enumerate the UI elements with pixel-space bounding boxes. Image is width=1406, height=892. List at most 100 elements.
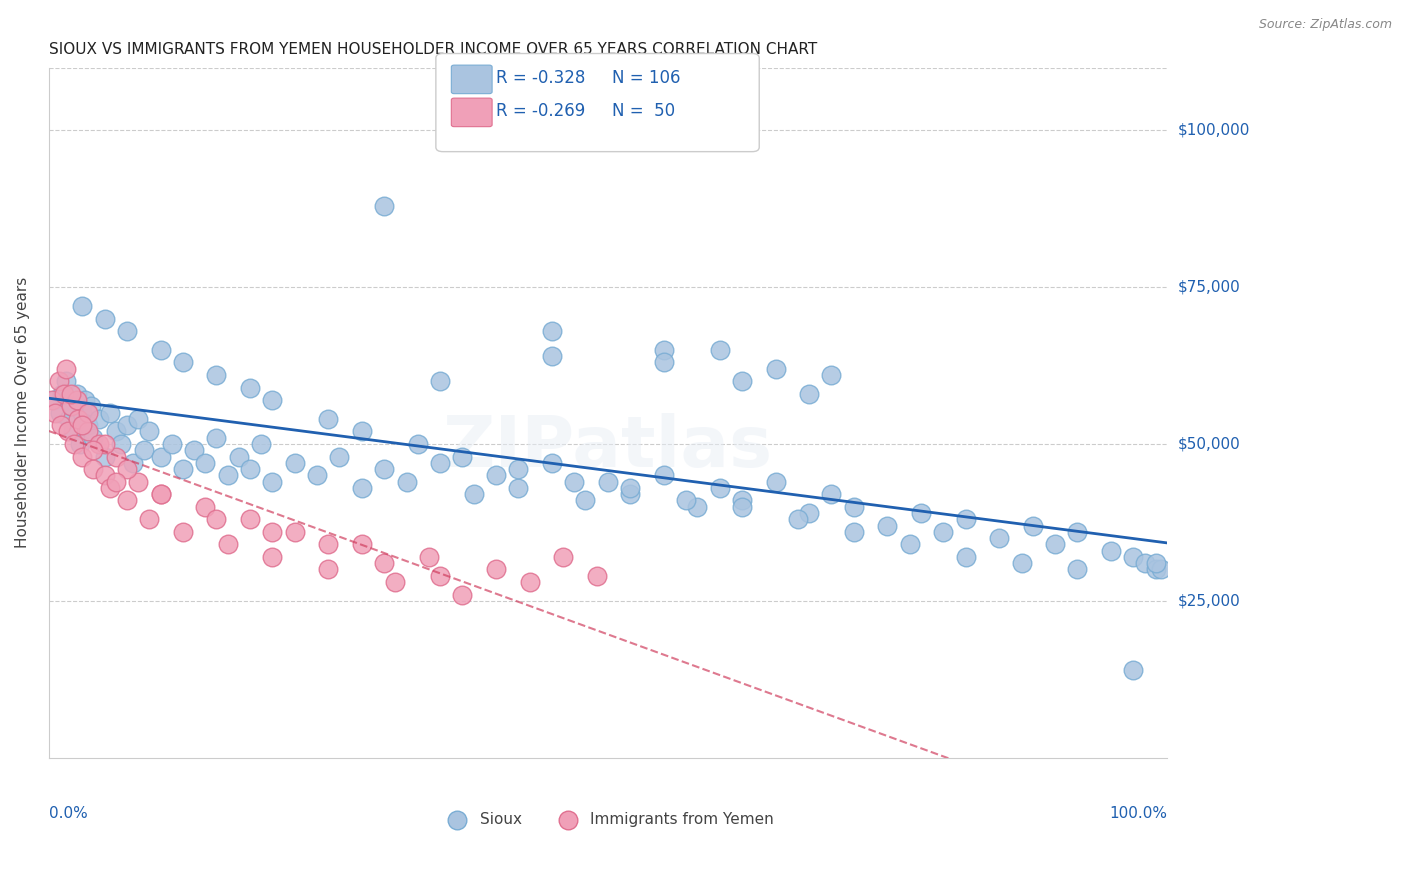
Point <box>1150 562 1173 576</box>
Point <box>149 487 172 501</box>
Text: 0.0%: 0.0% <box>49 805 87 821</box>
Point <box>262 524 284 539</box>
Point <box>69 437 91 451</box>
Point <box>797 506 820 520</box>
Point <box>709 343 731 357</box>
Point <box>77 425 100 439</box>
Point <box>451 450 474 464</box>
Point <box>955 512 977 526</box>
Text: $75,000: $75,000 <box>1178 280 1240 294</box>
Point <box>66 393 89 408</box>
Point <box>48 374 70 388</box>
Point <box>585 568 607 582</box>
Point <box>373 556 395 570</box>
Point <box>820 487 842 501</box>
Point <box>1144 562 1167 576</box>
Point <box>115 418 138 433</box>
Point <box>619 487 641 501</box>
Point <box>898 537 921 551</box>
Point <box>77 418 100 433</box>
Point <box>675 493 697 508</box>
Point <box>731 500 754 514</box>
Point <box>1122 549 1144 564</box>
Point <box>115 493 138 508</box>
Point <box>709 481 731 495</box>
Point <box>239 380 262 394</box>
Text: R = -0.328: R = -0.328 <box>496 69 586 87</box>
Point <box>350 537 373 551</box>
Point <box>541 324 564 338</box>
Point <box>58 412 80 426</box>
Point <box>44 406 66 420</box>
Point <box>53 386 76 401</box>
Point <box>66 412 89 426</box>
Point <box>121 456 143 470</box>
Text: $100,000: $100,000 <box>1178 123 1250 138</box>
Point <box>93 437 115 451</box>
Point <box>562 475 585 489</box>
Point <box>910 506 932 520</box>
Point <box>49 418 72 433</box>
Point <box>1066 524 1088 539</box>
Point <box>66 386 89 401</box>
Point <box>485 468 508 483</box>
Point <box>328 450 350 464</box>
Point <box>842 500 865 514</box>
Point <box>485 562 508 576</box>
Legend: Sioux, Immigrants from Yemen: Sioux, Immigrants from Yemen <box>436 805 780 833</box>
Point <box>149 343 172 357</box>
Point <box>429 568 451 582</box>
Point <box>82 443 104 458</box>
Point <box>508 481 530 495</box>
Point <box>239 462 262 476</box>
Point <box>541 349 564 363</box>
Point <box>384 574 406 589</box>
Point <box>80 400 103 414</box>
Point <box>350 425 373 439</box>
Text: $25,000: $25,000 <box>1178 593 1240 608</box>
Point <box>262 475 284 489</box>
Point <box>82 431 104 445</box>
Text: 100.0%: 100.0% <box>1109 805 1167 821</box>
Point <box>787 512 810 526</box>
Text: $50,000: $50,000 <box>1178 436 1240 451</box>
Point <box>115 324 138 338</box>
Point <box>104 425 127 439</box>
Point <box>239 512 262 526</box>
Point <box>451 588 474 602</box>
Point <box>350 481 373 495</box>
Point <box>172 524 194 539</box>
Point <box>93 468 115 483</box>
Point <box>1144 556 1167 570</box>
Point <box>765 361 787 376</box>
Point <box>553 549 575 564</box>
Point <box>406 437 429 451</box>
Point <box>72 418 94 433</box>
Point <box>1066 562 1088 576</box>
Point <box>316 537 339 551</box>
Point <box>955 549 977 564</box>
Point <box>686 500 709 514</box>
Point <box>194 456 217 470</box>
Point <box>149 450 172 464</box>
Point <box>596 475 619 489</box>
Point <box>77 406 100 420</box>
Point <box>72 450 94 464</box>
Point <box>429 456 451 470</box>
Point <box>652 343 675 357</box>
Point <box>63 437 86 451</box>
Point <box>55 361 77 376</box>
Point <box>463 487 485 501</box>
Point <box>429 374 451 388</box>
Point <box>82 462 104 476</box>
Point <box>932 524 955 539</box>
Point <box>60 400 83 414</box>
Point <box>307 468 329 483</box>
Point <box>1011 556 1033 570</box>
Point <box>87 437 110 451</box>
Point <box>1022 518 1045 533</box>
Point <box>731 374 754 388</box>
Point <box>205 368 228 382</box>
Point <box>1043 537 1066 551</box>
Point <box>51 386 73 401</box>
